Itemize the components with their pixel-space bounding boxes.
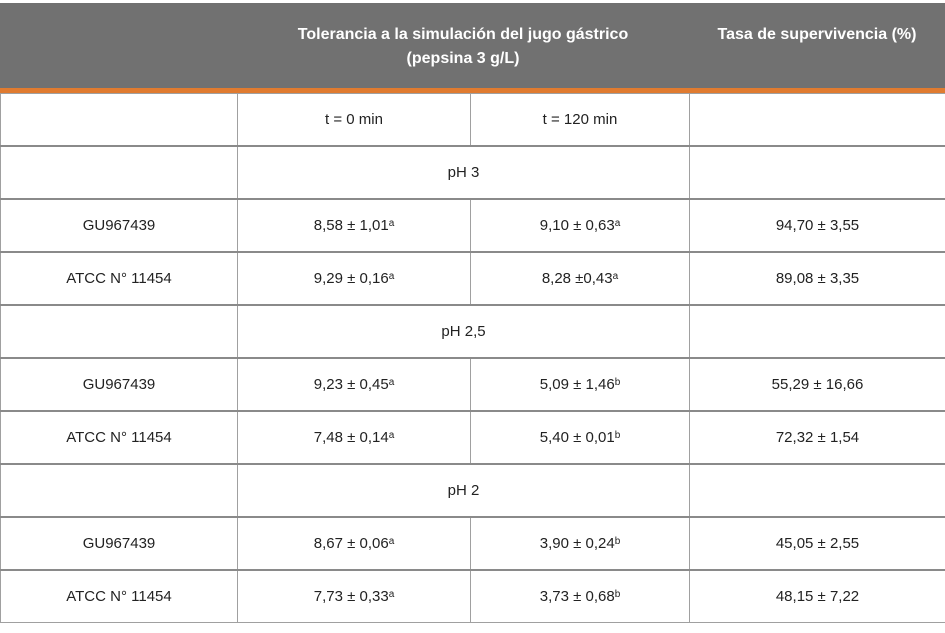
t0-value: 7,48 ± 0,14 bbox=[313, 429, 389, 446]
empty-cell bbox=[0, 304, 238, 359]
survival-cell: 48,15 ± 7,22 bbox=[689, 569, 945, 623]
empty-cell bbox=[0, 145, 238, 200]
t0-cell: 7,48 ± 0,14a bbox=[237, 410, 471, 465]
t0-significance-letter: a bbox=[388, 218, 395, 229]
group-row: pH 3 bbox=[0, 145, 945, 200]
empty-cell bbox=[689, 145, 945, 200]
subheader-t0: t = 0 min bbox=[237, 93, 471, 147]
t0-significance-letter: a bbox=[388, 536, 395, 547]
t120-significance-letter: a bbox=[614, 218, 621, 229]
strain-cell: GU967439 bbox=[0, 357, 238, 412]
t120-significance-letter: a bbox=[612, 271, 619, 282]
strain-cell: ATCC N° 11454 bbox=[0, 251, 238, 306]
table-row: GU967439 8,58 ± 1,01a 9,10 ± 0,63a 94,70… bbox=[0, 198, 945, 253]
t120-significance-letter: b bbox=[614, 377, 621, 388]
t120-value: 3,73 ± 0,68 bbox=[539, 588, 615, 605]
t120-value: 5,09 ± 1,46 bbox=[539, 376, 615, 393]
header-accent-divider bbox=[0, 88, 945, 93]
empty-cell bbox=[689, 304, 945, 359]
group-label: pH 2 bbox=[237, 463, 690, 518]
table-row: ATCC N° 11454 7,73 ± 0,33a 3,73 ± 0,68b … bbox=[0, 569, 945, 623]
t120-cell: 3,90 ± 0,24b bbox=[470, 516, 690, 571]
empty-cell bbox=[0, 463, 238, 518]
t0-cell: 8,58 ± 1,01a bbox=[237, 198, 471, 253]
strain-cell: GU967439 bbox=[0, 198, 238, 253]
header-tolerance-line1: Tolerancia a la simulación del jugo gást… bbox=[297, 26, 629, 43]
t0-value: 7,73 ± 0,33 bbox=[313, 588, 389, 605]
table-row: ATCC N° 11454 7,48 ± 0,14a 5,40 ± 0,01b … bbox=[0, 410, 945, 465]
t120-cell: 8,28 ±0,43a bbox=[470, 251, 690, 306]
t120-cell: 5,09 ± 1,46b bbox=[470, 357, 690, 412]
strain-cell: ATCC N° 11454 bbox=[0, 410, 238, 465]
empty-cell bbox=[0, 93, 238, 147]
t0-value: 9,23 ± 0,45 bbox=[313, 376, 389, 393]
survival-cell: 55,29 ± 16,66 bbox=[689, 357, 945, 412]
t120-cell: 9,10 ± 0,63a bbox=[470, 198, 690, 253]
empty-cell bbox=[689, 463, 945, 518]
group-label: pH 3 bbox=[237, 145, 690, 200]
t120-value: 3,90 ± 0,24 bbox=[539, 535, 615, 552]
header-tolerance-line2: (pepsina 3 g/L) bbox=[406, 50, 520, 67]
survival-cell: 72,32 ± 1,54 bbox=[689, 410, 945, 465]
table-row: ATCC N° 11454 9,29 ± 0,16a 8,28 ±0,43a 8… bbox=[0, 251, 945, 306]
table-header: Tolerancia a la simulación del jugo gást… bbox=[0, 3, 945, 88]
t0-cell: 9,23 ± 0,45a bbox=[237, 357, 471, 412]
strain-cell: ATCC N° 11454 bbox=[0, 569, 238, 623]
t120-value: 9,10 ± 0,63 bbox=[539, 217, 615, 234]
group-row: pH 2,5 bbox=[0, 304, 945, 359]
subheader-row: t = 0 min t = 120 min bbox=[0, 93, 945, 147]
empty-cell bbox=[689, 93, 945, 147]
t120-value: 5,40 ± 0,01 bbox=[539, 429, 615, 446]
t120-cell: 5,40 ± 0,01b bbox=[470, 410, 690, 465]
t120-significance-letter: b bbox=[614, 430, 621, 441]
t0-significance-letter: a bbox=[388, 430, 395, 441]
results-table: t = 0 min t = 120 min pH 3 GU967439 8,58 … bbox=[0, 93, 945, 623]
t0-cell: 9,29 ± 0,16a bbox=[237, 251, 471, 306]
t0-significance-letter: a bbox=[388, 271, 395, 282]
survival-cell: 89,08 ± 3,35 bbox=[689, 251, 945, 306]
t120-significance-letter: b bbox=[614, 536, 621, 547]
group-label: pH 2,5 bbox=[237, 304, 690, 359]
group-row: pH 2 bbox=[0, 463, 945, 518]
table-row: GU967439 9,23 ± 0,45a 5,09 ± 1,46b 55,29… bbox=[0, 357, 945, 412]
header-survival: Tasa de supervivencia (%) bbox=[717, 26, 917, 43]
t0-value: 8,58 ± 1,01 bbox=[313, 217, 389, 234]
survival-cell: 45,05 ± 2,55 bbox=[689, 516, 945, 571]
survival-cell: 94,70 ± 3,55 bbox=[689, 198, 945, 253]
subheader-t120: t = 120 min bbox=[470, 93, 690, 147]
t120-significance-letter: b bbox=[614, 589, 621, 600]
strain-cell: GU967439 bbox=[0, 516, 238, 571]
t0-cell: 7,73 ± 0,33a bbox=[237, 569, 471, 623]
t120-cell: 3,73 ± 0,68b bbox=[470, 569, 690, 623]
table-row: GU967439 8,67 ± 0,06a 3,90 ± 0,24b 45,05… bbox=[0, 516, 945, 571]
header-tolerance: Tolerancia a la simulación del jugo gást… bbox=[237, 23, 689, 71]
t0-cell: 8,67 ± 0,06a bbox=[237, 516, 471, 571]
t120-value: 8,28 ±0,43 bbox=[541, 270, 613, 287]
t0-significance-letter: a bbox=[388, 377, 395, 388]
t0-value: 8,67 ± 0,06 bbox=[313, 535, 389, 552]
t0-significance-letter: a bbox=[388, 589, 395, 600]
t0-value: 9,29 ± 0,16 bbox=[313, 270, 389, 287]
